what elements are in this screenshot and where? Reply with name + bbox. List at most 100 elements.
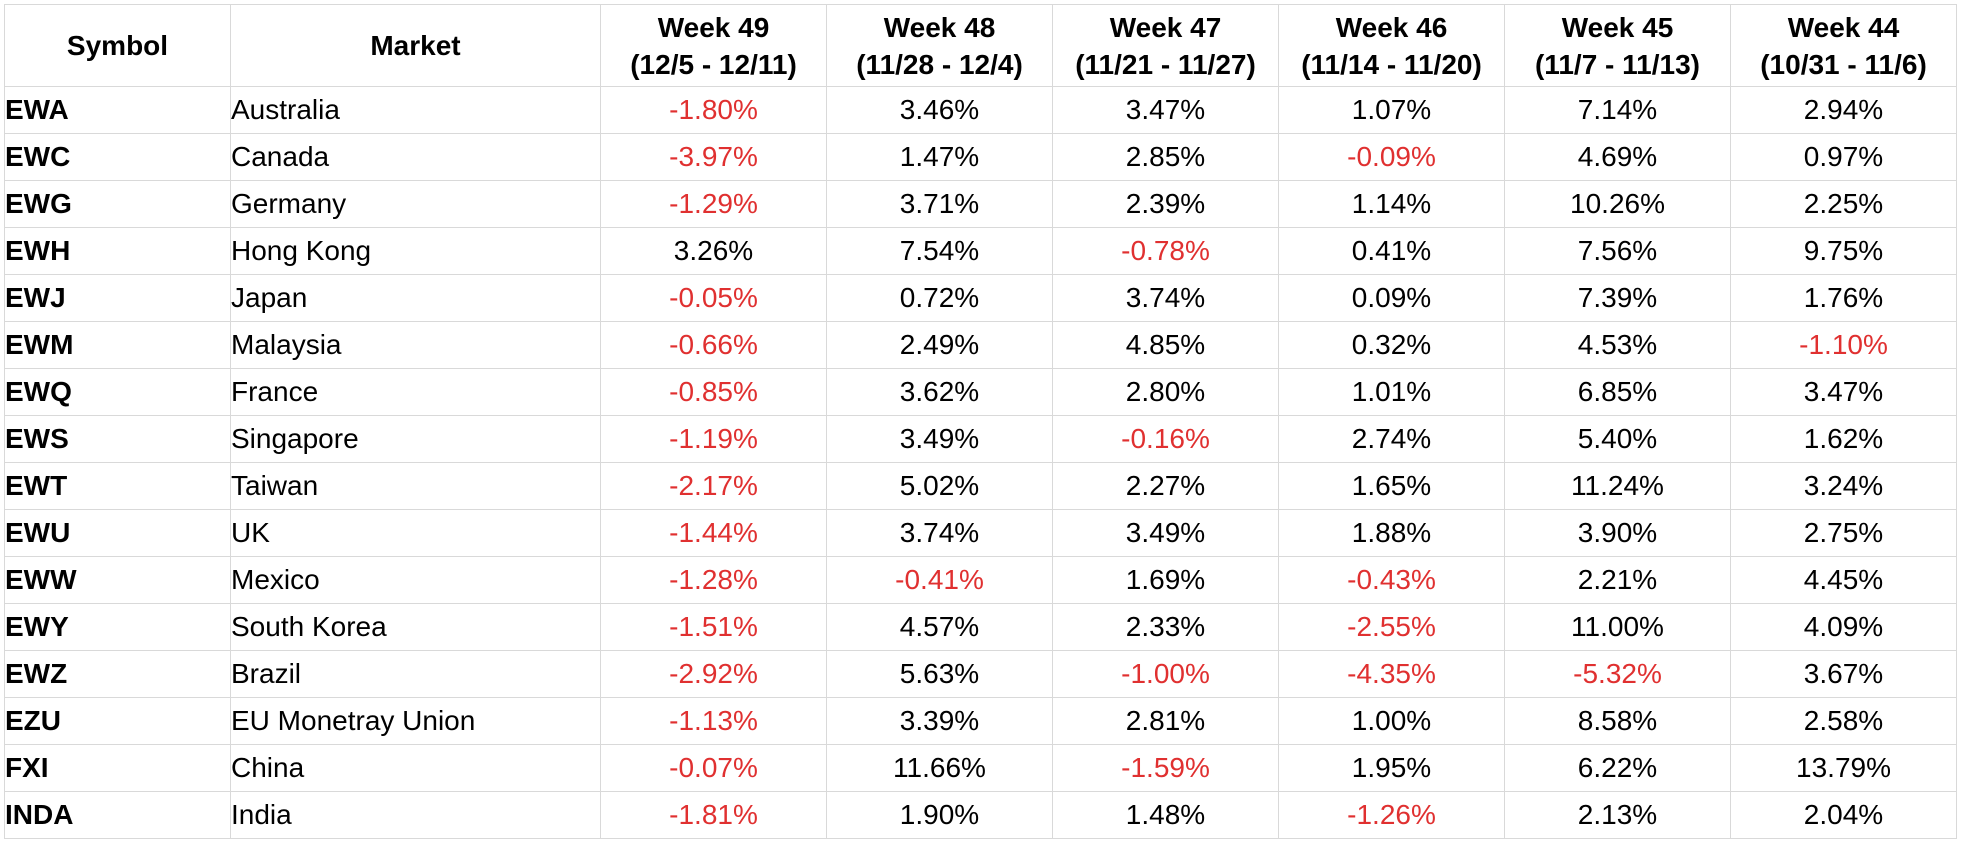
return-cell[interactable]: 4.69% (1504, 133, 1731, 181)
return-cell[interactable]: 2.81% (1052, 697, 1279, 745)
market-cell[interactable]: Canada (230, 133, 601, 181)
return-cell[interactable]: 4.57% (826, 603, 1053, 651)
return-cell[interactable]: 3.49% (826, 415, 1053, 463)
return-cell[interactable]: -1.19% (600, 415, 827, 463)
return-cell[interactable]: 2.80% (1052, 368, 1279, 416)
return-cell[interactable]: 0.09% (1278, 274, 1505, 322)
return-cell[interactable]: -0.41% (826, 556, 1053, 604)
symbol-cell[interactable]: EZU (4, 697, 231, 745)
return-cell[interactable]: 3.47% (1730, 368, 1957, 416)
return-cell[interactable]: 1.07% (1278, 86, 1505, 134)
symbol-cell[interactable]: EWQ (4, 368, 231, 416)
return-cell[interactable]: 1.88% (1278, 509, 1505, 557)
return-cell[interactable]: -0.16% (1052, 415, 1279, 463)
market-cell[interactable]: Australia (230, 86, 601, 134)
symbol-cell[interactable]: EWY (4, 603, 231, 651)
return-cell[interactable]: 3.47% (1052, 86, 1279, 134)
return-cell[interactable]: 3.49% (1052, 509, 1279, 557)
return-cell[interactable]: 6.22% (1504, 744, 1731, 792)
market-cell[interactable]: Taiwan (230, 462, 601, 510)
return-cell[interactable]: -3.97% (600, 133, 827, 181)
market-cell[interactable]: Brazil (230, 650, 601, 698)
return-cell[interactable]: 7.14% (1504, 86, 1731, 134)
market-cell[interactable]: France (230, 368, 601, 416)
return-cell[interactable]: 0.72% (826, 274, 1053, 322)
return-cell[interactable]: 0.32% (1278, 321, 1505, 369)
return-cell[interactable]: 3.90% (1504, 509, 1731, 557)
return-cell[interactable]: 2.58% (1730, 697, 1957, 745)
market-cell[interactable]: China (230, 744, 601, 792)
return-cell[interactable]: -1.81% (600, 791, 827, 839)
return-cell[interactable]: -1.59% (1052, 744, 1279, 792)
return-cell[interactable]: 2.75% (1730, 509, 1957, 557)
column-header-week-47[interactable]: Week 47 (11/21 - 11/27) (1052, 4, 1279, 87)
column-header-symbol[interactable]: Symbol (4, 4, 231, 87)
return-cell[interactable]: 11.66% (826, 744, 1053, 792)
symbol-cell[interactable]: EWM (4, 321, 231, 369)
return-cell[interactable]: 5.63% (826, 650, 1053, 698)
return-cell[interactable]: 1.69% (1052, 556, 1279, 604)
market-cell[interactable]: Hong Kong (230, 227, 601, 275)
return-cell[interactable]: -0.66% (600, 321, 827, 369)
market-cell[interactable]: EU Monetray Union (230, 697, 601, 745)
return-cell[interactable]: 7.39% (1504, 274, 1731, 322)
return-cell[interactable]: 7.56% (1504, 227, 1731, 275)
return-cell[interactable]: 6.85% (1504, 368, 1731, 416)
return-cell[interactable]: 4.85% (1052, 321, 1279, 369)
return-cell[interactable]: 3.39% (826, 697, 1053, 745)
symbol-cell[interactable]: EWZ (4, 650, 231, 698)
return-cell[interactable]: 11.24% (1504, 462, 1731, 510)
return-cell[interactable]: -1.13% (600, 697, 827, 745)
market-cell[interactable]: UK (230, 509, 601, 557)
return-cell[interactable]: 1.47% (826, 133, 1053, 181)
return-cell[interactable]: 2.74% (1278, 415, 1505, 463)
return-cell[interactable]: 10.26% (1504, 180, 1731, 228)
symbol-cell[interactable]: EWG (4, 180, 231, 228)
return-cell[interactable]: 1.90% (826, 791, 1053, 839)
market-cell[interactable]: Singapore (230, 415, 601, 463)
symbol-cell[interactable]: EWS (4, 415, 231, 463)
return-cell[interactable]: 11.00% (1504, 603, 1731, 651)
return-cell[interactable]: 3.67% (1730, 650, 1957, 698)
return-cell[interactable]: 2.39% (1052, 180, 1279, 228)
column-header-week-44[interactable]: Week 44 (10/31 - 11/6) (1730, 4, 1957, 87)
return-cell[interactable]: -0.05% (600, 274, 827, 322)
symbol-cell[interactable]: EWT (4, 462, 231, 510)
column-header-market[interactable]: Market (230, 4, 601, 87)
column-header-week-46[interactable]: Week 46 (11/14 - 11/20) (1278, 4, 1505, 87)
return-cell[interactable]: -0.07% (600, 744, 827, 792)
return-cell[interactable]: -1.80% (600, 86, 827, 134)
return-cell[interactable]: 3.74% (1052, 274, 1279, 322)
return-cell[interactable]: -1.29% (600, 180, 827, 228)
symbol-cell[interactable]: EWA (4, 86, 231, 134)
return-cell[interactable]: -1.26% (1278, 791, 1505, 839)
symbol-cell[interactable]: EWW (4, 556, 231, 604)
return-cell[interactable]: 0.41% (1278, 227, 1505, 275)
return-cell[interactable]: 1.00% (1278, 697, 1505, 745)
return-cell[interactable]: 4.45% (1730, 556, 1957, 604)
return-cell[interactable]: 4.09% (1730, 603, 1957, 651)
return-cell[interactable]: 1.95% (1278, 744, 1505, 792)
return-cell[interactable]: 1.01% (1278, 368, 1505, 416)
return-cell[interactable]: 1.76% (1730, 274, 1957, 322)
return-cell[interactable]: 2.04% (1730, 791, 1957, 839)
return-cell[interactable]: 2.21% (1504, 556, 1731, 604)
return-cell[interactable]: 3.24% (1730, 462, 1957, 510)
return-cell[interactable]: -1.44% (600, 509, 827, 557)
column-header-week-48[interactable]: Week 48 (11/28 - 12/4) (826, 4, 1053, 87)
market-cell[interactable]: South Korea (230, 603, 601, 651)
return-cell[interactable]: 2.25% (1730, 180, 1957, 228)
return-cell[interactable]: -2.92% (600, 650, 827, 698)
return-cell[interactable]: -2.55% (1278, 603, 1505, 651)
market-cell[interactable]: Germany (230, 180, 601, 228)
return-cell[interactable]: 2.94% (1730, 86, 1957, 134)
return-cell[interactable]: 7.54% (826, 227, 1053, 275)
return-cell[interactable]: 13.79% (1730, 744, 1957, 792)
return-cell[interactable]: -0.09% (1278, 133, 1505, 181)
return-cell[interactable]: 2.33% (1052, 603, 1279, 651)
return-cell[interactable]: 8.58% (1504, 697, 1731, 745)
return-cell[interactable]: 3.71% (826, 180, 1053, 228)
return-cell[interactable]: 2.13% (1504, 791, 1731, 839)
return-cell[interactable]: 2.85% (1052, 133, 1279, 181)
return-cell[interactable]: 5.40% (1504, 415, 1731, 463)
